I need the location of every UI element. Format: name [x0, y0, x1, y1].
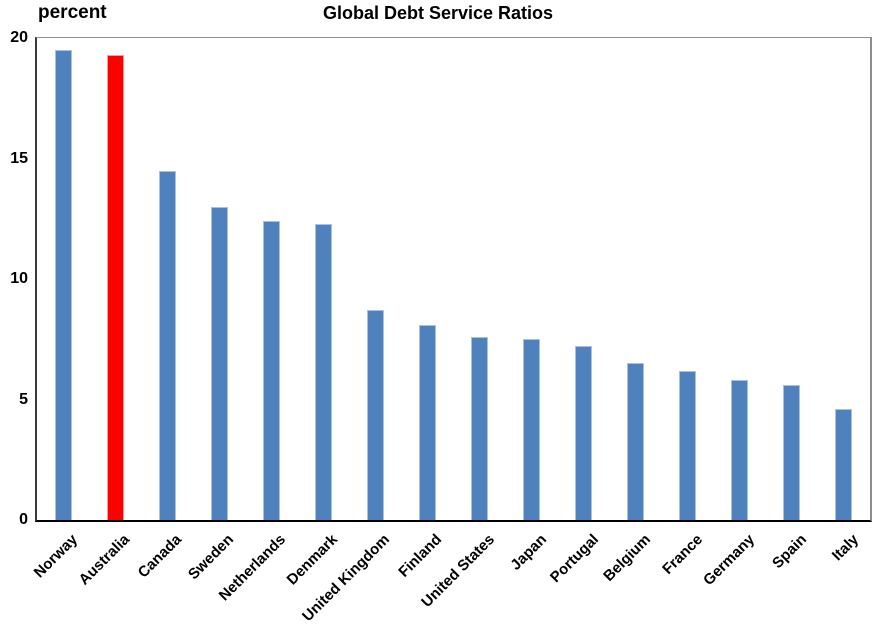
x-tick-label-france: France	[658, 531, 706, 578]
bar-united-kingdom	[366, 310, 384, 520]
x-tick-label-finland: Finland	[395, 531, 446, 581]
x-tick-label-united-states: United States	[417, 531, 498, 611]
x-tick-label-sweden: Sweden	[185, 531, 238, 584]
bar-portugal	[575, 346, 593, 520]
x-tick-label-canada: Canada	[134, 531, 186, 582]
bar-germany	[731, 380, 749, 520]
bar-united-states	[471, 336, 489, 520]
bar-japan	[523, 339, 541, 520]
bar-finland	[418, 324, 436, 520]
plot-area	[35, 37, 872, 522]
bar-belgium	[627, 363, 645, 520]
x-tick-label-norway: Norway	[30, 531, 82, 582]
x-tick-label-germany: Germany	[699, 531, 758, 590]
x-tick-label-portugal: Portugal	[546, 531, 602, 587]
bar-italy	[835, 409, 853, 520]
bar-spain	[783, 385, 801, 520]
chart-title: Global Debt Service Ratios	[322, 3, 554, 23]
x-tick-label-australia: Australia	[75, 531, 134, 589]
x-tick-label-italy: Italy	[828, 531, 862, 565]
x-tick-label-spain: Spain	[769, 531, 810, 572]
bar-denmark	[314, 223, 332, 520]
bar-australia	[106, 54, 124, 520]
y-tick-label-10: 10	[10, 270, 28, 287]
x-tick-label-denmark: Denmark	[283, 531, 342, 589]
bar-norway	[54, 50, 72, 520]
x-tick-label-netherlands: Netherlands	[215, 531, 290, 605]
x-tick-label-japan: Japan	[506, 531, 550, 574]
y-tick-label-5: 5	[19, 390, 28, 408]
x-tick-label-united-kingdom: United Kingdom	[299, 531, 394, 625]
y-tick-label-0: 0	[19, 511, 28, 528]
bar-canada	[158, 170, 176, 520]
x-tick-label-belgium: Belgium	[599, 531, 654, 585]
y-tick-label-15: 15	[10, 149, 28, 167]
bar-sweden	[210, 206, 228, 520]
y-axis-title: percent	[38, 2, 107, 23]
bar-france	[679, 370, 697, 520]
y-tick-label-20: 20	[10, 29, 28, 46]
bar-netherlands	[262, 221, 280, 520]
